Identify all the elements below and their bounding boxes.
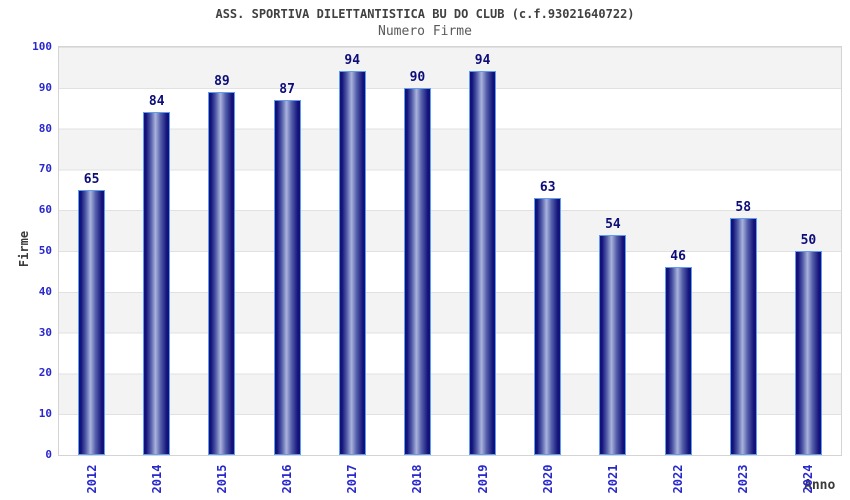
y-tick-30: 30 — [38, 325, 52, 339]
chart-subtitle: Numero Firme — [378, 24, 472, 39]
y-tick-40: 40 — [38, 284, 52, 298]
y-tick-50: 50 — [38, 244, 52, 257]
bar-2021 — [599, 235, 627, 455]
bar-value-2014: 84 — [148, 94, 165, 109]
bar-2023 — [729, 218, 757, 455]
bar-2016 — [273, 100, 301, 455]
x-tick-2015: 2015 — [214, 464, 229, 494]
bar-value-2018: 90 — [409, 70, 426, 85]
plot-area: 65 84 89 87 94 90 94 63 54 46 58 50 — [58, 46, 842, 456]
x-tick-2019: 2019 — [475, 464, 490, 494]
x-tick-2024: 2024 — [801, 464, 816, 494]
bar-2019 — [469, 71, 497, 455]
x-tick-2016: 2016 — [280, 464, 295, 494]
bar-2024 — [794, 251, 822, 455]
x-tick-2020: 2020 — [540, 464, 555, 494]
bar-2020 — [534, 198, 562, 455]
y-tick-90: 90 — [38, 80, 52, 94]
bar-value-2024: 50 — [800, 233, 817, 248]
x-tick-2014: 2014 — [149, 464, 164, 494]
x-tick-2012: 2012 — [84, 464, 99, 494]
y-tick-0: 0 — [45, 448, 52, 461]
y-tick-60: 60 — [38, 203, 52, 217]
x-tick-2018: 2018 — [410, 464, 425, 494]
chart-title: ASS. SPORTIVA DILETTANTISTICA BU DO CLUB… — [215, 7, 635, 21]
bar-value-2015: 89 — [214, 74, 230, 89]
bar-2014 — [143, 112, 171, 455]
bar-2022 — [664, 267, 692, 455]
x-tick-2023: 2023 — [736, 464, 751, 494]
bar-2012 — [78, 190, 106, 455]
x-tick-2022: 2022 — [671, 464, 686, 494]
bar-value-2023: 58 — [735, 200, 752, 215]
x-tick-2021: 2021 — [605, 464, 620, 494]
x-axis-title: Anno — [804, 478, 836, 493]
bar-2018 — [403, 88, 431, 455]
y-tick-10: 10 — [38, 407, 52, 421]
bar-value-2016: 87 — [279, 82, 295, 97]
x-tick-2017: 2017 — [345, 464, 360, 494]
y-tick-80: 80 — [38, 121, 52, 135]
bar-value-2012: 65 — [83, 172, 100, 187]
bar-value-2019: 94 — [474, 53, 491, 68]
bar-2015 — [208, 92, 236, 455]
y-tick-20: 20 — [38, 366, 52, 380]
bar-value-2022: 46 — [670, 249, 686, 264]
y-tick-70: 70 — [38, 162, 52, 176]
bar-value-2021: 54 — [605, 217, 621, 232]
bar-value-2017: 94 — [344, 53, 361, 68]
y-tick-100: 100 — [32, 40, 52, 53]
bar-2017 — [338, 71, 366, 455]
bar-value-2020: 63 — [539, 180, 556, 195]
